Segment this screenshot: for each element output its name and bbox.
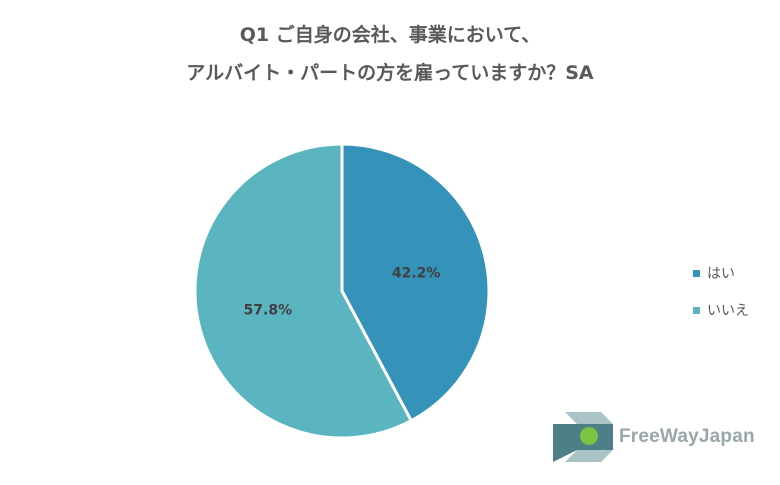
chart-title-line-2: アルバイト・パートの方を雇っていますか？SA — [186, 62, 594, 84]
freewayjapan-logo: FreeWayJapan — [553, 410, 755, 464]
data-label-yes: 42.2% — [392, 265, 441, 281]
legend-swatch-yes — [693, 269, 700, 277]
legend-label-yes: はい — [707, 266, 735, 282]
chart-title: Q1 ご自身の会社、事業において、 アルバイト・パートの方を雇っていますか？SA — [0, 16, 780, 92]
pie-slice-no — [193, 142, 413, 440]
legend-swatch-no — [693, 306, 700, 314]
chart-title-line-1: Q1 ご自身の会社、事業において、 — [239, 24, 541, 46]
pie-slice-yes — [340, 142, 491, 423]
legend-item-yes: はい — [693, 262, 749, 284]
legend-label-no: いいえ — [707, 303, 749, 319]
legend-item-no: いいえ — [693, 299, 749, 321]
logo-text: FreeWayJapan — [619, 426, 755, 447]
logo-mark-icon — [553, 412, 613, 462]
legend: はい いいえ — [693, 262, 749, 336]
data-label-no: 57.8% — [244, 303, 293, 319]
